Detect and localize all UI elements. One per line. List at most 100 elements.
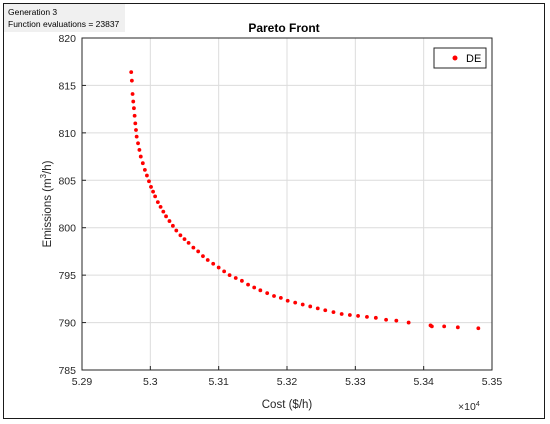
data-point <box>265 291 270 296</box>
svg-text:Emissions (m3/h): Emissions (m3/h) <box>39 160 54 247</box>
data-point <box>136 141 140 146</box>
data-point <box>205 258 210 262</box>
data-point <box>129 70 134 75</box>
data-point <box>252 285 257 290</box>
data-point <box>227 273 232 278</box>
x-tick-label: 5.34 <box>413 376 434 388</box>
data-point <box>315 306 320 311</box>
data-point <box>191 245 196 250</box>
data-point <box>201 254 205 259</box>
data-point <box>170 223 175 228</box>
x-tick-label: 5.35 <box>482 376 503 388</box>
x-axis-label: Cost ($/h) <box>262 399 313 411</box>
y-axis-label-sup: 3 <box>39 173 48 178</box>
x-multiplier: ×104 <box>458 401 480 413</box>
legend-marker <box>452 55 458 61</box>
data-point <box>258 288 263 293</box>
data-point <box>222 269 227 274</box>
data-point <box>323 308 328 313</box>
data-point <box>365 314 369 319</box>
data-point <box>174 228 179 233</box>
data-point <box>373 315 378 320</box>
y-tick-label: 795 <box>58 270 76 282</box>
y-tick-label: 800 <box>58 223 76 235</box>
data-point <box>331 310 336 315</box>
data-point <box>216 265 221 270</box>
data-point <box>246 282 250 287</box>
y-axis-label-suffix: /h) <box>42 160 54 174</box>
axis-ticks: 5.29 5.3 5.31 5.32 5.33 5.34 5.35 785 790 795 800 8… <box>58 33 502 388</box>
y-tick-label: 815 <box>58 80 76 92</box>
y-tick-label: 805 <box>58 175 76 187</box>
data-point <box>384 317 388 322</box>
data-point <box>164 214 168 219</box>
generation-label: Generation 3 <box>8 7 58 17</box>
data-point <box>300 302 305 307</box>
data-point <box>356 314 360 318</box>
figure-frame <box>3 3 545 419</box>
y-tick-label: 790 <box>58 318 76 330</box>
data-point <box>293 300 298 305</box>
data-point <box>182 237 187 241</box>
legend-box <box>433 47 487 69</box>
data-point <box>132 113 137 118</box>
data-point <box>429 324 434 329</box>
x-tick-label: 5.29 <box>72 376 93 388</box>
data-point <box>153 194 158 199</box>
y-tick-label: 785 <box>58 365 76 377</box>
data-point <box>167 219 172 223</box>
data-point <box>134 134 139 139</box>
data-point <box>131 99 136 104</box>
data-point <box>161 209 166 214</box>
status-box: Generation 3 Function evaluations = 2383… <box>4 4 125 32</box>
data-point <box>272 294 276 298</box>
x-multiplier-base: ×10 <box>458 401 476 413</box>
data-point <box>134 128 138 132</box>
grid-lines <box>82 38 492 370</box>
scatter-points <box>129 70 481 331</box>
data-point <box>158 204 163 209</box>
data-point <box>406 320 411 325</box>
data-point <box>308 304 313 309</box>
data-point <box>278 296 283 300</box>
data-point <box>151 189 155 194</box>
data-point <box>132 106 136 111</box>
data-point <box>140 161 145 166</box>
evaluations-label: Function evaluations = 23837 <box>8 19 120 29</box>
data-point <box>233 276 238 280</box>
y-axis-label-prefix: Emissions (m <box>42 178 54 247</box>
data-point <box>240 278 244 283</box>
data-point <box>133 121 138 126</box>
x-tick-label: 5.33 <box>345 376 366 388</box>
data-point <box>149 185 153 189</box>
data-point <box>455 325 460 330</box>
x-tick-label: 5.31 <box>208 376 229 388</box>
x-multiplier-exp: 4 <box>476 401 480 408</box>
y-tick-label: 810 <box>58 128 76 140</box>
data-point <box>186 240 191 245</box>
x-tick-label: 5.3 <box>143 376 158 388</box>
data-point <box>147 179 151 184</box>
data-point <box>137 148 142 152</box>
data-point <box>347 313 352 317</box>
chart-title: Pareto Front <box>248 21 319 35</box>
data-point <box>145 173 149 178</box>
data-point <box>129 78 134 83</box>
data-point <box>130 92 135 96</box>
data-point <box>442 324 447 329</box>
data-point <box>211 261 216 266</box>
y-tick-label: 820 <box>58 33 76 45</box>
data-point <box>285 298 290 303</box>
data-point <box>155 200 160 205</box>
x-tick-label: 5.32 <box>277 376 298 388</box>
data-point <box>476 326 481 331</box>
data-point <box>142 167 147 172</box>
y-axis-label: Emissions (m3/h) <box>39 160 54 247</box>
data-point <box>339 312 344 316</box>
data-point <box>394 318 399 323</box>
data-point <box>196 249 201 254</box>
data-point <box>138 154 143 159</box>
legend-label: DE <box>466 53 481 65</box>
data-point <box>178 233 183 238</box>
